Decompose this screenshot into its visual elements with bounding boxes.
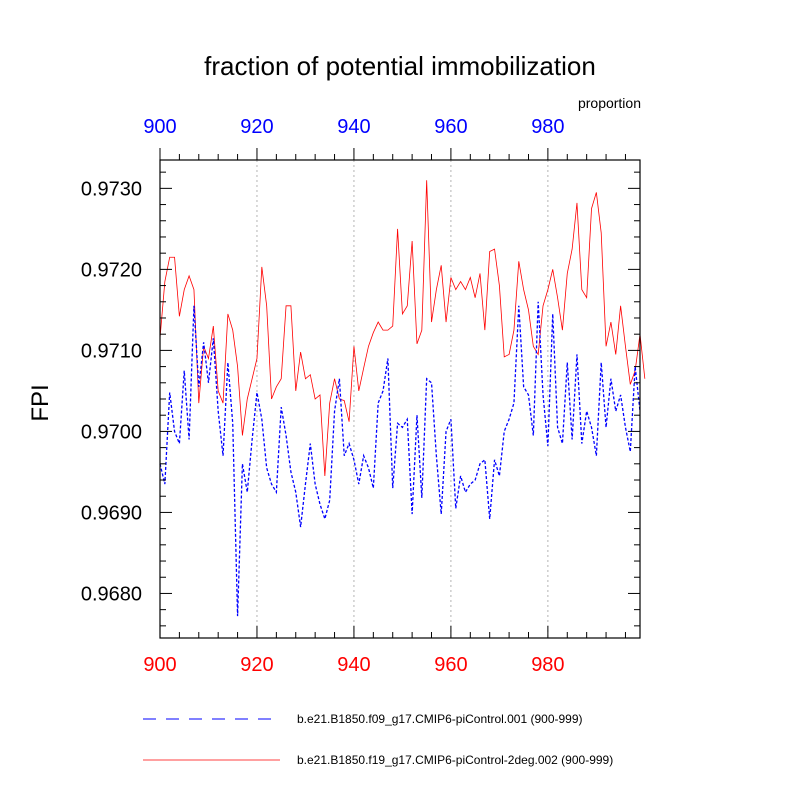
- x-tick-label-bottom: 980: [531, 654, 564, 676]
- legend-label-f19: b.e21.B1850.f19_g17.CMIP6-piControl-2deg…: [297, 753, 613, 767]
- plot-frame: [159, 159, 641, 639]
- series-line-f19-solid: [159, 180, 646, 476]
- y-axis-title: FPI: [27, 384, 54, 421]
- y-tick-label: 0.9700: [81, 421, 142, 443]
- y-tick-label: 0.9710: [81, 340, 142, 362]
- x-tick-label-top: 920: [240, 116, 273, 138]
- y-tick-label: 0.9680: [81, 583, 142, 605]
- x-tick-label-bottom: 960: [434, 654, 467, 676]
- x-tick-label-top: 940: [337, 116, 370, 138]
- series-line-f09-dashed: [159, 301, 641, 617]
- units-label: proportion: [578, 95, 641, 111]
- x-tick-label-bottom: 920: [240, 654, 273, 676]
- y-tick-label: 0.9720: [81, 259, 142, 281]
- series-layer: [159, 180, 646, 617]
- y-tick-label: 0.9690: [81, 502, 142, 524]
- x-tick-label-bottom: 940: [337, 654, 370, 676]
- chart-title: fraction of potential immobilization: [204, 51, 596, 81]
- x-tick-label-top: 980: [531, 116, 564, 138]
- y-tick-label: 0.9730: [81, 178, 142, 200]
- legend: b.e21.B1850.f09_g17.CMIP6-piControl.001 …: [143, 712, 613, 767]
- x-tick-label-top: 960: [434, 116, 467, 138]
- grid-layer: [256, 160, 549, 638]
- x-tick-label-top: 900: [143, 116, 176, 138]
- x-tick-label-bottom: 900: [143, 654, 176, 676]
- tick-layer: 900 900 920 920 940 940 960 960 980 980 0.9680 0.96…: [81, 116, 640, 676]
- legend-label-f09: b.e21.B1850.f09_g17.CMIP6-piControl.001 …: [297, 712, 583, 726]
